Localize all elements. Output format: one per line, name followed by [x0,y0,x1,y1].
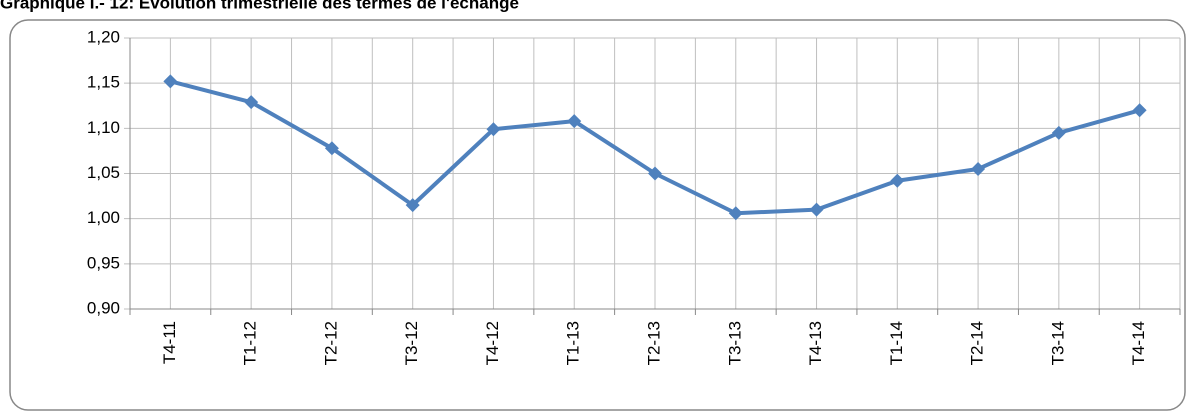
x-tick-label: T1-12 [241,321,260,365]
x-tick-label: T4-12 [483,321,502,365]
y-tick-label: 0,95 [87,253,120,272]
y-tick-label: 1,05 [87,163,120,182]
marker [1132,103,1147,118]
marker [728,206,743,221]
x-tick-label: T2-14 [968,321,987,365]
y-tick-label: 1,00 [87,208,120,227]
chart-title: Graphique I.- 12: Evolution trimestriell… [0,0,519,12]
x-tick-label: T3-13 [725,321,744,365]
chart-frame [9,19,1186,411]
marker [405,198,420,213]
marker [567,114,582,129]
x-tick-label: T2-12 [321,321,340,365]
marker [486,122,501,137]
x-tick-label: T3-14 [1048,321,1067,365]
x-tick-label: T4-13 [806,321,825,365]
x-tick-label: T3-12 [402,321,421,365]
y-tick-label: 1,20 [87,27,120,46]
marker [809,202,824,217]
x-tick-label: T4-11 [160,321,179,364]
y-tick-label: 1,15 [87,73,120,92]
marker [324,141,339,156]
marker [971,161,986,176]
marker [890,173,905,188]
y-tick-label: 1,10 [87,118,120,137]
marker [244,95,259,110]
x-tick-label: T4-14 [1129,321,1148,365]
x-tick-label: T1-13 [564,321,583,365]
x-tick-label: T1-14 [887,321,906,365]
marker [1051,125,1066,140]
marker [163,74,178,89]
marker [648,166,662,181]
x-tick-label: T2-13 [644,321,663,365]
y-tick-label: 0,90 [87,298,120,317]
